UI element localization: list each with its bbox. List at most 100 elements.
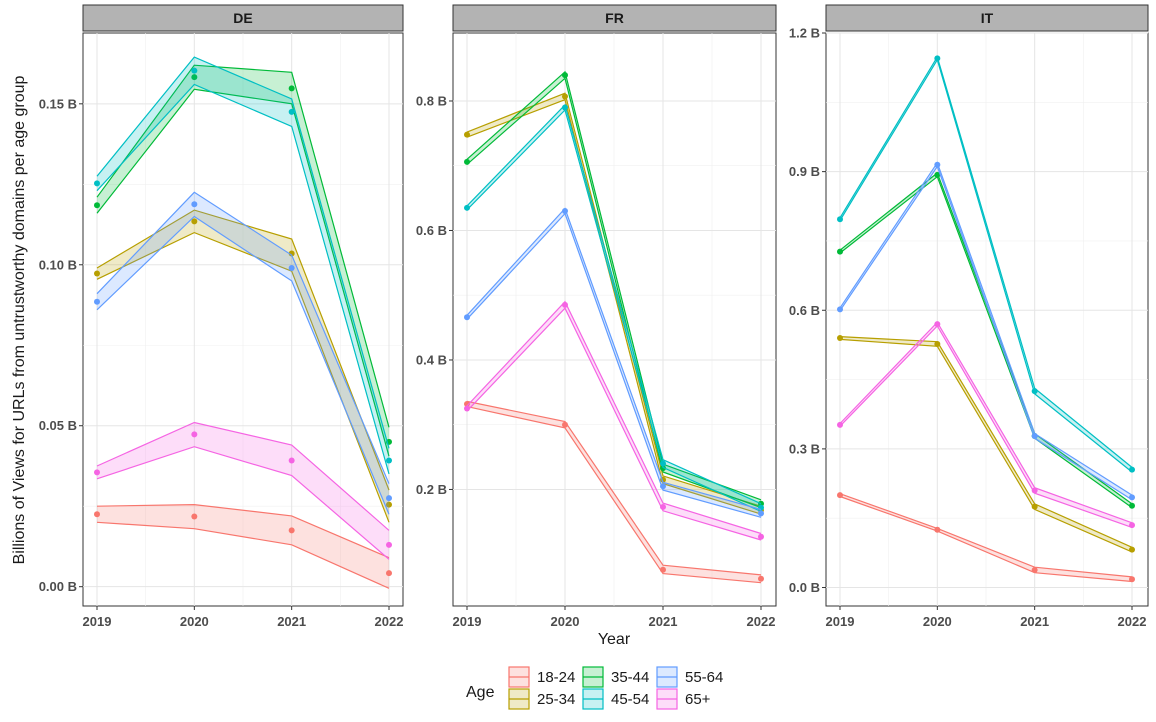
data-point xyxy=(1129,494,1135,501)
panel-strip xyxy=(82,4,404,32)
y-tick-label: 0.8 B xyxy=(416,93,447,108)
ribbon-upper-edge xyxy=(839,55,1133,468)
data-point xyxy=(660,465,666,472)
data-point xyxy=(562,104,568,111)
series-55-64 xyxy=(837,161,1135,501)
ribbon-lower-edge xyxy=(466,212,762,518)
data-point xyxy=(94,180,100,187)
y-tick-label: 0.0 B xyxy=(789,580,820,595)
ribbon-upper-edge xyxy=(839,493,1133,578)
data-point xyxy=(386,495,392,502)
series-18-24 xyxy=(464,400,764,584)
series-55-64 xyxy=(94,191,392,515)
data-point xyxy=(288,527,295,534)
data-point xyxy=(1031,432,1038,439)
x-tick-label: 2020 xyxy=(551,614,580,629)
data-point xyxy=(94,469,100,476)
data-point xyxy=(660,503,666,510)
series-25-34 xyxy=(837,334,1135,553)
panel-title: IT xyxy=(981,10,994,26)
panel-frame xyxy=(825,32,1149,607)
data-point xyxy=(288,250,295,257)
data-point xyxy=(1129,522,1135,529)
y-tick-label: 0.6 B xyxy=(416,223,447,238)
ribbon-upper-edge xyxy=(466,207,762,511)
data-point xyxy=(660,483,666,490)
confidence-ribbon xyxy=(97,210,389,523)
legend-label: 45-54 xyxy=(611,691,649,708)
data-point xyxy=(837,306,843,313)
data-point xyxy=(562,421,568,428)
data-point xyxy=(1031,388,1038,395)
data-point xyxy=(660,460,666,467)
y-tick-label: 0.6 B xyxy=(789,303,820,318)
ribbon-lower-edge xyxy=(96,446,390,560)
y-tick-label: 1.2 B xyxy=(789,26,820,41)
confidence-ribbon xyxy=(97,192,389,515)
data-point xyxy=(191,201,198,208)
panel-it: IT 0.0 B 0.3 B 0.6 B 0.9 B 1.2 B 2019 2020 2021 2… xyxy=(789,4,1149,629)
panel-strip xyxy=(452,4,777,32)
data-point xyxy=(94,270,100,277)
ribbon-lower-edge xyxy=(839,58,1133,473)
x-tick-label: 2019 xyxy=(453,614,482,629)
ribbon-upper-edge xyxy=(96,191,390,484)
ribbon-upper-edge xyxy=(466,400,762,576)
x-tick-label: 2020 xyxy=(180,614,209,629)
data-point xyxy=(934,161,941,168)
ribbon-upper-edge xyxy=(96,503,390,559)
x-tick-label: 2022 xyxy=(747,614,776,629)
legend-key-35-44: 35-44 xyxy=(582,666,649,688)
ribbon-upper-edge xyxy=(96,56,390,449)
data-point xyxy=(464,314,470,321)
legend-label: 65+ xyxy=(685,691,711,708)
panel-fr: FR 0.2 B 0.4 B 0.6 B 0.8 B 2019 2020 2021 2022 xyxy=(416,4,777,629)
panel-frame xyxy=(452,32,777,607)
data-point xyxy=(386,457,392,464)
data-point xyxy=(288,108,295,115)
x-tick-label: 2019 xyxy=(826,614,855,629)
data-point xyxy=(288,457,295,464)
ribbon-lower-edge xyxy=(466,98,762,515)
confidence-ribbon xyxy=(97,504,389,589)
series-35-44 xyxy=(94,64,392,457)
ribbon-lower-edge xyxy=(839,175,1133,509)
data-point xyxy=(191,74,198,81)
legend-label: 35-44 xyxy=(611,669,649,686)
data-point xyxy=(94,202,100,209)
data-point xyxy=(191,431,198,438)
panel-de: DE 0.00 B 0.05 B 0.10 B 0.15 B 2019 2020 2021 20… xyxy=(39,4,404,629)
data-point xyxy=(191,67,198,74)
data-point xyxy=(837,421,843,428)
ribbon-lower-edge xyxy=(466,406,762,584)
data-point xyxy=(94,511,100,518)
ribbon-upper-edge xyxy=(466,103,762,505)
y-tick-label: 0.00 B xyxy=(39,579,77,594)
legend-label: 55-64 xyxy=(685,669,723,686)
data-point xyxy=(837,216,843,223)
confidence-ribbon xyxy=(97,422,389,560)
panel-strip xyxy=(825,4,1149,32)
data-point xyxy=(191,513,198,520)
data-point xyxy=(1031,487,1038,494)
legend-key-45-54: 45-54 xyxy=(582,688,649,710)
data-point xyxy=(837,334,843,341)
legend-label: 18-24 xyxy=(537,669,575,686)
data-point xyxy=(562,93,568,100)
data-point xyxy=(464,131,470,138)
data-point xyxy=(660,566,666,573)
x-tick-label: 2021 xyxy=(649,614,678,629)
ribbon-lower-edge xyxy=(466,307,762,541)
y-tick-label: 0.2 B xyxy=(416,482,447,497)
series-18-24 xyxy=(94,503,392,589)
x-tick-label: 2022 xyxy=(1118,614,1147,629)
ribbon-upper-edge xyxy=(96,64,390,428)
y-tick-label: 0.10 B xyxy=(39,257,77,272)
y-tick-label: 0.15 B xyxy=(39,96,77,111)
data-point xyxy=(562,208,568,215)
x-axis-title: Year xyxy=(598,631,631,648)
panel-title: FR xyxy=(605,10,624,26)
series-45-54 xyxy=(464,103,764,513)
ribbon-upper-edge xyxy=(96,421,390,531)
data-point xyxy=(464,158,470,165)
